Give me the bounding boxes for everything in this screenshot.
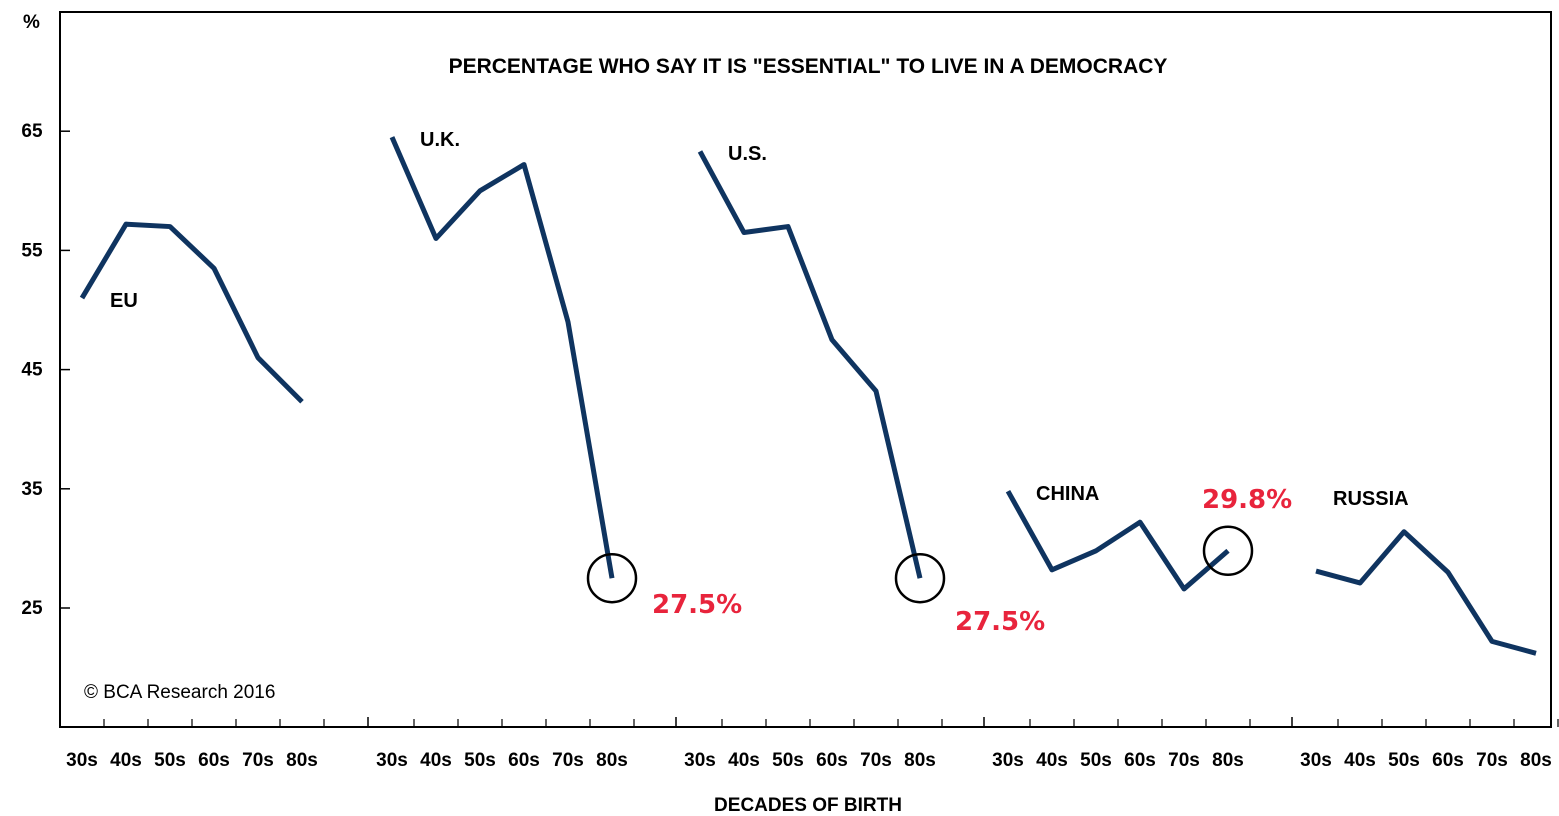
plot-frame [59, 11, 1552, 728]
annotation-value: 27.5% [652, 590, 742, 620]
y-tick-label: 25 [21, 598, 43, 619]
x-tick-label: 70s [1476, 750, 1508, 771]
chart-title: PERCENTAGE WHO SAY IT IS "ESSENTIAL" TO … [449, 55, 1168, 78]
x-tick-label: 30s [992, 750, 1024, 771]
series-label: EU [110, 290, 138, 312]
x-axis: 30s 40s 50s 60s 70s 80s 30s 40s 50s 60s 70s 80s 30s 4… [66, 717, 1559, 771]
x-tick-label: 40s [420, 750, 452, 771]
x-tick-label: 60s [1124, 750, 1156, 771]
x-tick-label: 80s [596, 750, 628, 771]
x-tick-label: 80s [286, 750, 318, 771]
credit-text: © BCA Research 2016 [84, 682, 275, 703]
annotation-value: 27.5% [955, 607, 1045, 637]
highlight-circle [1202, 525, 1254, 577]
highlight-circle [586, 552, 638, 604]
y-axis-unit-label: % [23, 12, 40, 33]
series-line-uk [389, 136, 615, 579]
x-tick-label: 40s [1344, 750, 1376, 771]
series-label: U.K. [420, 129, 460, 151]
x-axis-title: DECADES OF BIRTH [714, 795, 902, 816]
x-tick-label: 70s [1168, 750, 1200, 771]
series-group: EU U.K. U.S. CHINA RUSSIA [79, 129, 1537, 656]
y-tick-label: 55 [21, 240, 43, 261]
x-tick-label: 60s [1432, 750, 1464, 771]
series-line-russia [1315, 529, 1537, 656]
x-tick-label: 50s [772, 750, 804, 771]
x-tick-label: 50s [1388, 750, 1420, 771]
x-tick-label: 60s [198, 750, 230, 771]
y-tick-label: 45 [21, 360, 43, 381]
x-tick-label: 50s [1080, 750, 1112, 771]
x-tick-label: 80s [1520, 750, 1552, 771]
series-line-china [1005, 489, 1230, 592]
x-tick-label: 30s [376, 750, 408, 771]
x-tick-label: 40s [110, 750, 142, 771]
x-tick-label: 80s [1212, 750, 1244, 771]
x-tick-label: 50s [464, 750, 496, 771]
series-label: RUSSIA [1333, 488, 1409, 510]
x-tick-label: 70s [552, 750, 584, 771]
x-tick-label: 30s [1300, 750, 1332, 771]
x-tick-label: 60s [508, 750, 540, 771]
x-tick-label: 30s [684, 750, 716, 771]
annotation-value: 29.8% [1202, 485, 1292, 515]
series-line-eu [79, 221, 304, 404]
x-tick-label: 30s [66, 750, 98, 771]
annotation-group: 27.5% 27.5% 29.8% [586, 485, 1292, 637]
y-axis: 25 35 45 55 65 [21, 121, 70, 619]
y-tick-label: 65 [21, 121, 43, 142]
x-tick-label: 70s [860, 750, 892, 771]
x-tick-label: 70s [242, 750, 274, 771]
x-tick-label: 40s [1036, 750, 1068, 771]
y-tick-label: 35 [21, 479, 43, 500]
series-label: U.S. [728, 143, 767, 165]
highlight-circle [894, 552, 946, 604]
x-tick-label: 80s [904, 750, 936, 771]
series-line-us [697, 150, 923, 579]
series-label: CHINA [1036, 483, 1099, 505]
x-tick-label: 60s [816, 750, 848, 771]
x-tick-label: 40s [728, 750, 760, 771]
x-tick-label: 50s [154, 750, 186, 771]
